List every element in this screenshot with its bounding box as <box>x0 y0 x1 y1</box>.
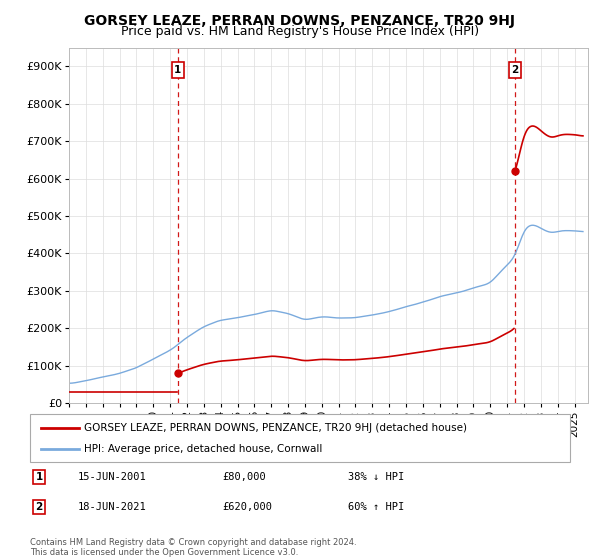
Text: 60% ↑ HPI: 60% ↑ HPI <box>348 502 404 512</box>
Text: Price paid vs. HM Land Registry's House Price Index (HPI): Price paid vs. HM Land Registry's House … <box>121 25 479 38</box>
FancyBboxPatch shape <box>30 414 570 462</box>
Text: GORSEY LEAZE, PERRAN DOWNS, PENZANCE, TR20 9HJ: GORSEY LEAZE, PERRAN DOWNS, PENZANCE, TR… <box>85 14 515 28</box>
Text: £80,000: £80,000 <box>222 472 266 482</box>
Text: 38% ↓ HPI: 38% ↓ HPI <box>348 472 404 482</box>
Text: HPI: Average price, detached house, Cornwall: HPI: Average price, detached house, Corn… <box>84 444 322 454</box>
Text: 2: 2 <box>35 502 43 512</box>
Text: 1: 1 <box>35 472 43 482</box>
Text: 2: 2 <box>511 65 518 75</box>
Text: 1: 1 <box>174 65 181 75</box>
Text: 18-JUN-2021: 18-JUN-2021 <box>78 502 147 512</box>
Text: GORSEY LEAZE, PERRAN DOWNS, PENZANCE, TR20 9HJ (detached house): GORSEY LEAZE, PERRAN DOWNS, PENZANCE, TR… <box>84 423 467 433</box>
Text: Contains HM Land Registry data © Crown copyright and database right 2024.
This d: Contains HM Land Registry data © Crown c… <box>30 538 356 557</box>
Text: £620,000: £620,000 <box>222 502 272 512</box>
Text: 15-JUN-2001: 15-JUN-2001 <box>78 472 147 482</box>
